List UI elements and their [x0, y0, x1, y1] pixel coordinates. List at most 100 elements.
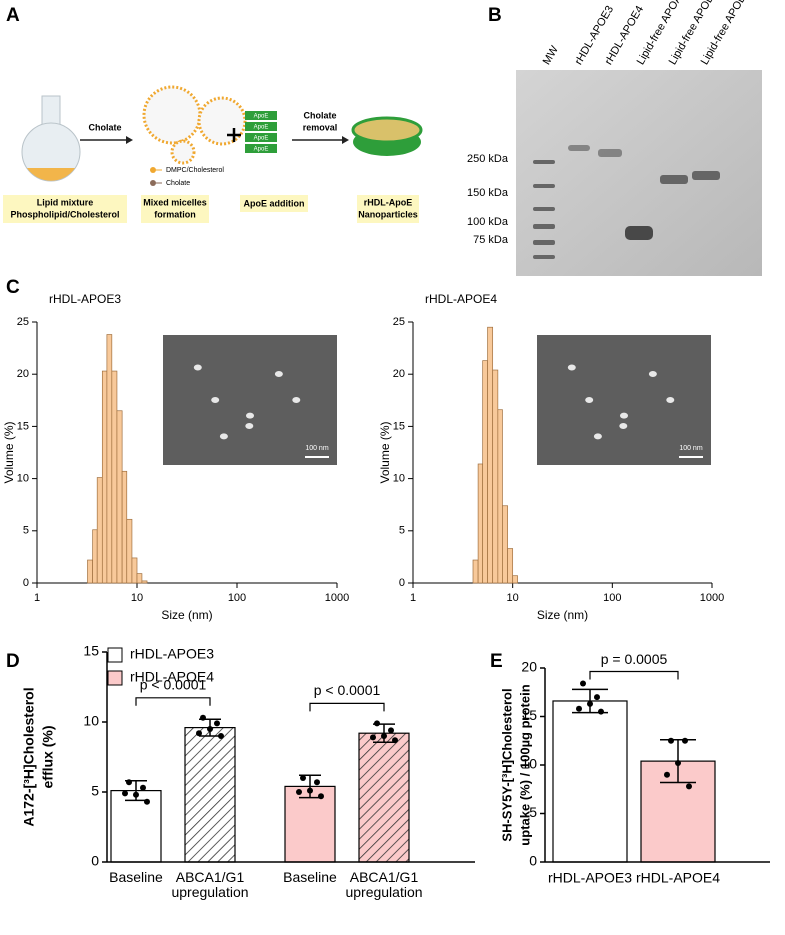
- y-tick-label: 10: [393, 473, 405, 485]
- data-point: [587, 700, 593, 707]
- marker-label: 250 kDa: [467, 153, 509, 165]
- marker-label: 100 kDa: [467, 216, 509, 228]
- marker-label: 150 kDa: [467, 187, 509, 199]
- apoe-label: ApoE: [254, 125, 269, 131]
- hist-bar: [512, 575, 518, 584]
- x-tick-label: ABCA1/G1 upregulation: [171, 869, 249, 900]
- x-axis-label: Size (nm): [537, 608, 588, 622]
- y-tick-label: 15: [393, 420, 405, 432]
- box-label: Lipid mixture: [37, 197, 94, 207]
- particle: [619, 423, 628, 429]
- hist-bar: [111, 370, 118, 584]
- apoe-stack: ApoE ApoE ApoE ApoE: [245, 111, 277, 153]
- marker-label: 75 kDa: [473, 234, 509, 246]
- significance-bracket: [309, 702, 385, 712]
- panel-label: C: [6, 277, 20, 298]
- particle: [246, 412, 254, 419]
- data-point: [307, 787, 313, 794]
- y-tick-label: 25: [393, 316, 405, 328]
- band: [533, 224, 555, 229]
- hist-bar: [126, 518, 133, 584]
- bands: [533, 145, 720, 259]
- flask-body: [21, 122, 81, 182]
- label-box: [3, 195, 127, 223]
- legend-swatch: [107, 670, 123, 686]
- particle: [245, 423, 254, 429]
- data-point: [140, 784, 146, 791]
- y-axis-label: A172-[³H]Cholesterol: [21, 687, 37, 826]
- data-point: [374, 720, 380, 727]
- y-tick-label: 5: [91, 783, 99, 799]
- y-tick-label: 10: [83, 713, 99, 729]
- nanoparticle-top: [351, 116, 423, 144]
- hist-bar: [487, 326, 494, 584]
- micelle: [197, 96, 247, 146]
- band: [533, 184, 555, 188]
- hist-bar: [502, 505, 508, 584]
- chart-title: rHDL-APOE4: [425, 292, 497, 306]
- apoe-block: [245, 144, 277, 153]
- data-point: [318, 793, 324, 800]
- data-point: [664, 771, 670, 778]
- y-tick-label: 5: [529, 804, 537, 820]
- band: [568, 145, 590, 151]
- y-axis-label: Volume (%): [378, 421, 392, 483]
- hist-bar: [101, 370, 108, 584]
- panel-label: A: [6, 5, 20, 26]
- apoe-label: ApoE: [254, 136, 269, 142]
- legend-dot: [150, 167, 156, 173]
- micelle: [142, 85, 202, 145]
- particle: [219, 433, 228, 440]
- x-tick-label: 1: [410, 592, 416, 604]
- label-box: [141, 195, 209, 223]
- hist-bar: [492, 369, 499, 584]
- p-value: p < 0.0001: [314, 682, 381, 698]
- data-point: [598, 708, 604, 715]
- data-point: [392, 737, 398, 744]
- lane-label: MW: [541, 43, 561, 66]
- x-tick-label: 1: [34, 592, 40, 604]
- y-tick-label: 15: [521, 707, 537, 723]
- label-box: [357, 195, 419, 223]
- apoe-block: [245, 111, 277, 120]
- y-tick-label: 20: [17, 368, 29, 380]
- y-tick-label: 20: [393, 368, 405, 380]
- data-point: [381, 733, 387, 739]
- particle: [567, 364, 576, 371]
- data-point: [296, 789, 302, 795]
- y-axis-label: SH-SY5Y-[³H]Cholesterol: [499, 688, 514, 841]
- hist-bar: [87, 559, 93, 584]
- scale-label: 100 nm: [679, 445, 703, 452]
- data-point: [126, 779, 132, 786]
- arrow-label: removal: [303, 122, 338, 132]
- p-value: p < 0.0001: [140, 677, 207, 693]
- x-tick-label: 1000: [325, 592, 349, 604]
- data-point: [580, 680, 586, 687]
- apoe-block: [245, 122, 277, 131]
- legend-label: DMPC/Cholesterol: [166, 167, 224, 174]
- hist-bar: [106, 334, 113, 584]
- flask-liquid: [27, 168, 75, 181]
- particle: [193, 364, 202, 371]
- data-point: [675, 760, 681, 767]
- significance-bracket: [589, 670, 679, 680]
- y-tick-label: 0: [91, 853, 99, 869]
- hist-bar: [121, 470, 128, 584]
- gel: 250 kDa 150 kDa 100 kDa 75 kDa MW rHDL-A…: [467, 0, 762, 276]
- legend-label: rHDL-APOE4: [130, 669, 214, 685]
- box-label: Phospholipid/Cholesterol: [10, 209, 119, 219]
- hist-bar: [141, 580, 148, 584]
- y-tick-label: 5: [399, 525, 405, 537]
- significance-bracket: [135, 697, 211, 706]
- y-tick-label: 15: [83, 643, 99, 659]
- data-point: [144, 798, 150, 805]
- y-tick-label: 25: [17, 316, 29, 328]
- y-axis-label: uptake (%) / 100µg protein: [517, 684, 532, 845]
- box-label: Mixed micelles: [143, 197, 207, 207]
- panel-label: D: [6, 651, 20, 672]
- y-axis-label: Volume (%): [2, 421, 16, 483]
- apoe-block: [245, 133, 277, 142]
- p-value: p = 0.0005: [601, 651, 668, 667]
- data-point: [196, 730, 202, 737]
